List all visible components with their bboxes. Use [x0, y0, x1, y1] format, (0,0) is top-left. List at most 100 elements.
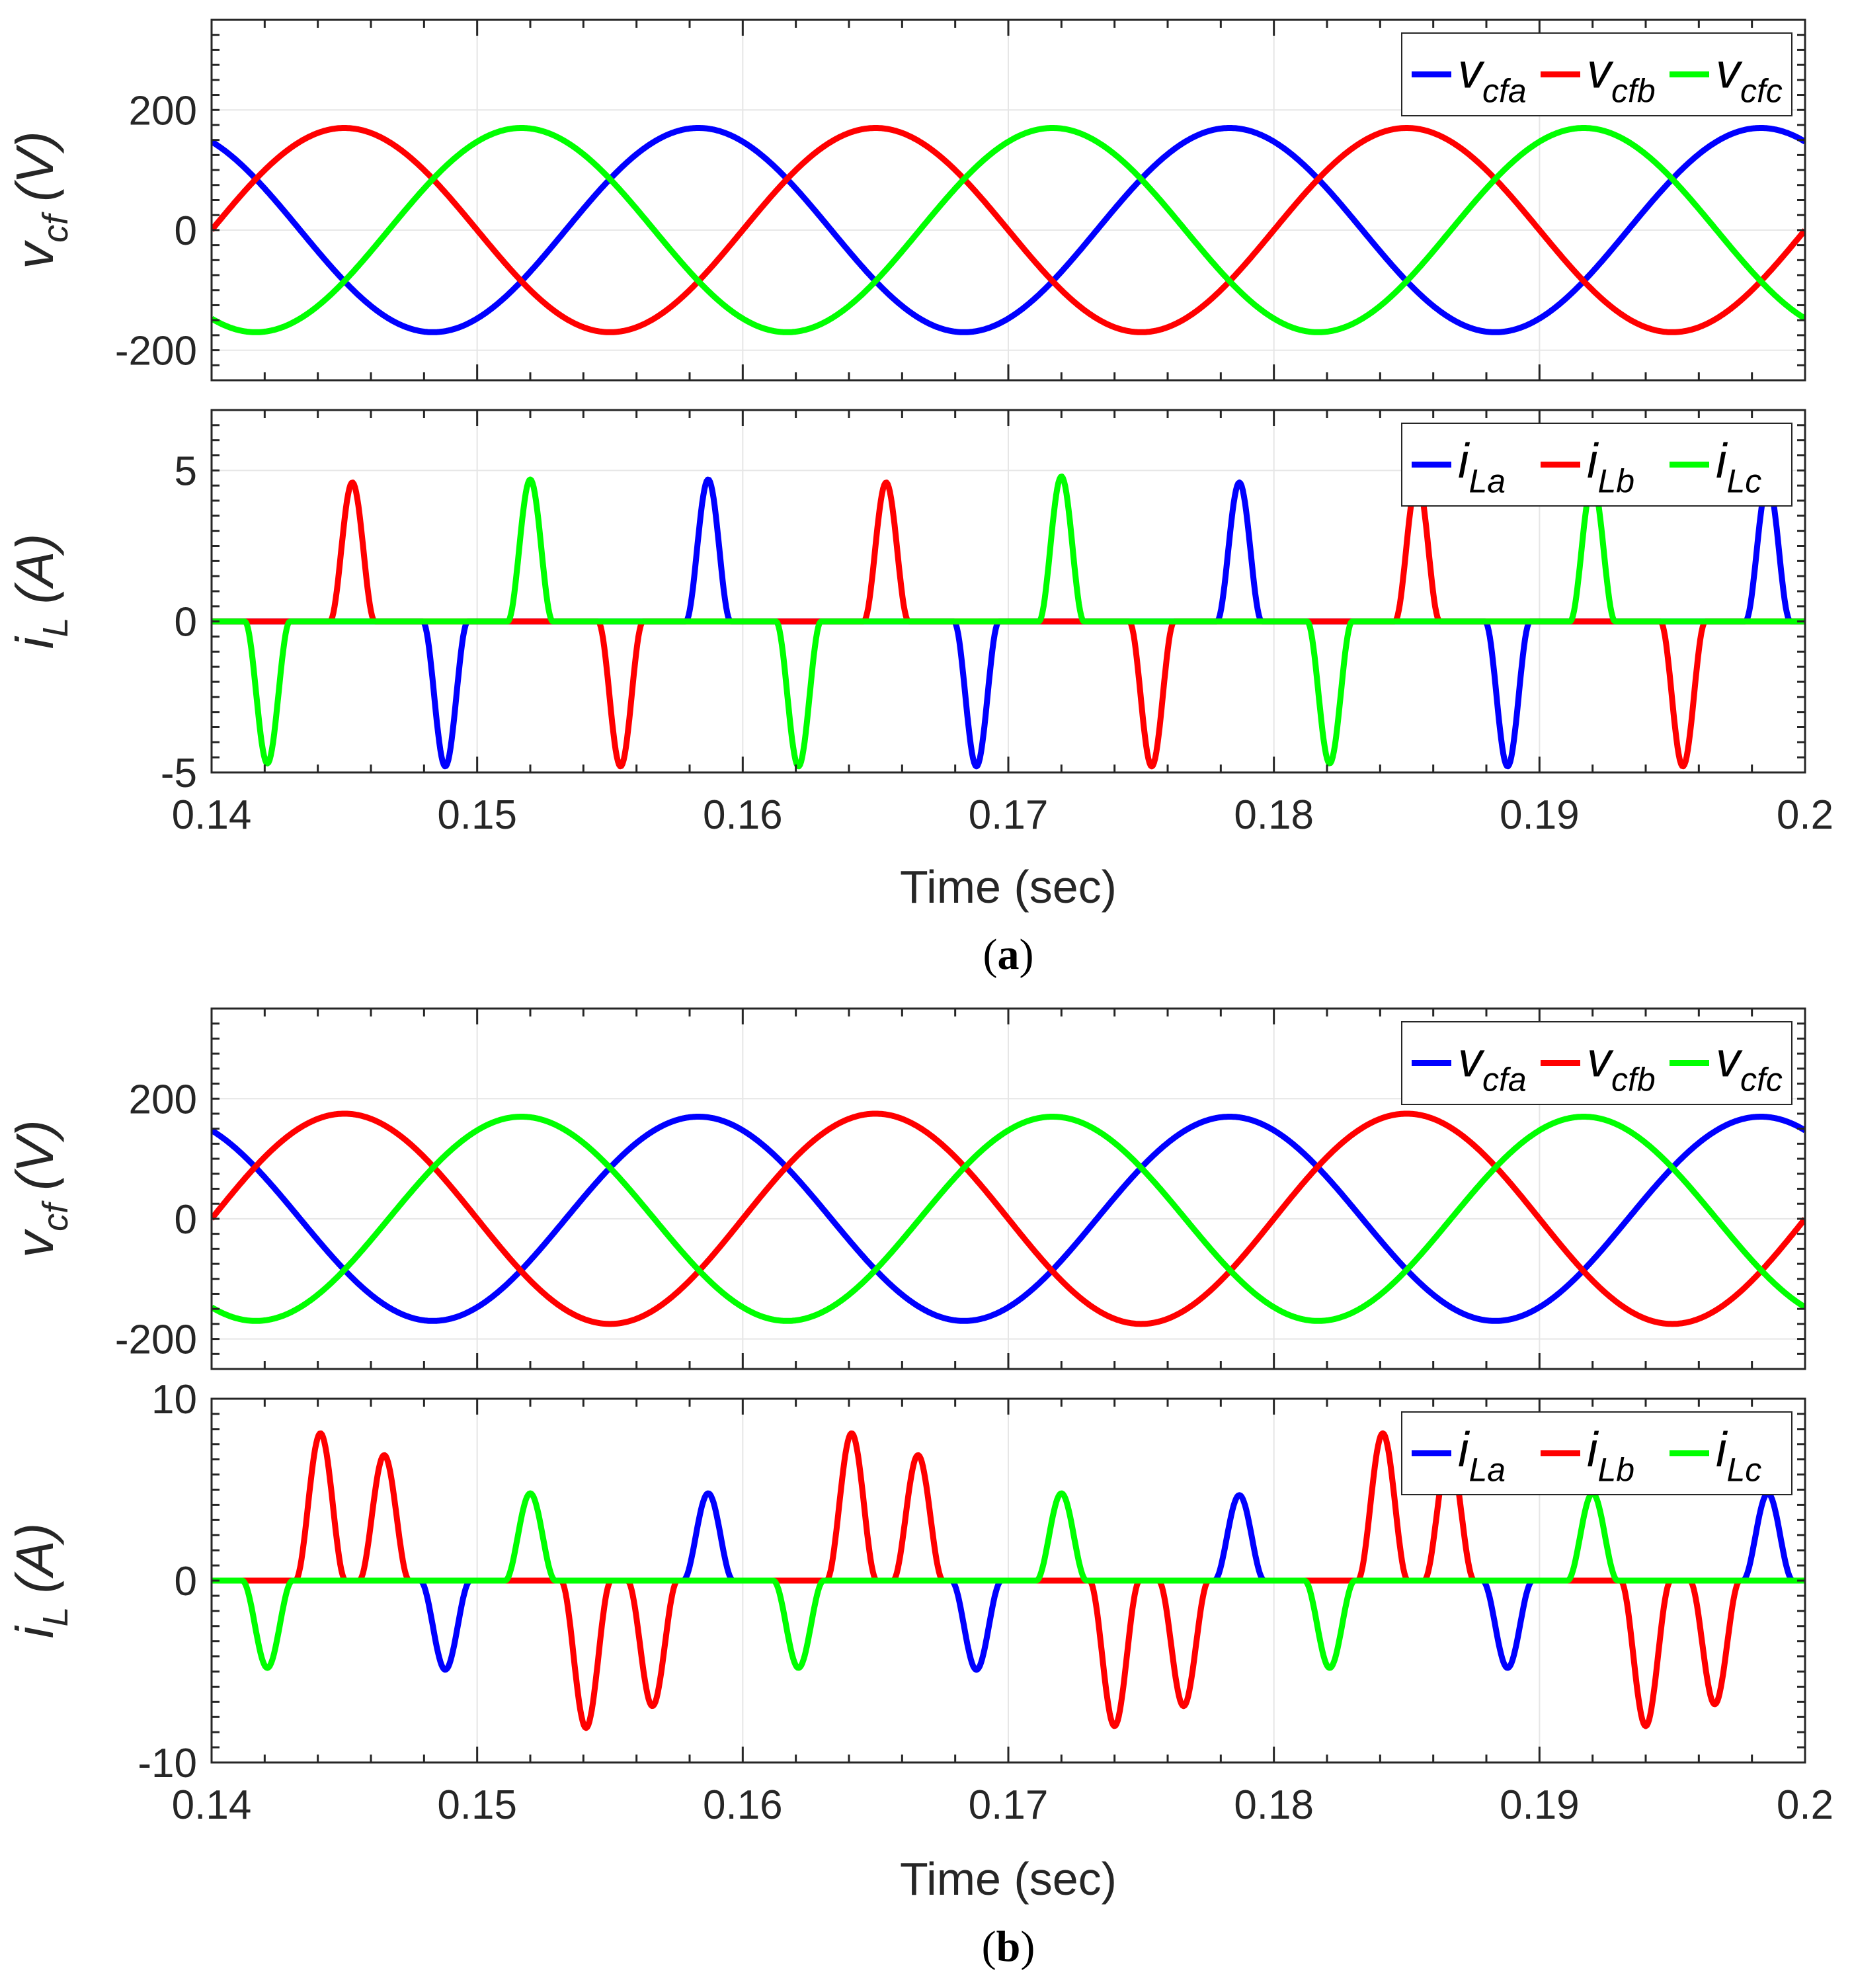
series-line-v_cfc	[212, 1114, 1805, 1324]
legend-label-sub: cfb	[1611, 1061, 1656, 1098]
legend-label-sub: La	[1469, 1452, 1506, 1489]
x-axis-label: Time (sec)	[900, 861, 1117, 913]
x-tick-label: 0.19	[1500, 1782, 1580, 1828]
legend-label-i_La: iLa	[1458, 434, 1506, 500]
legend-label-i_Lb: iLb	[1587, 434, 1634, 500]
series-line-i_Lc	[212, 474, 1805, 770]
x-tick-label: 0.14	[172, 1782, 252, 1828]
legend-label-i_Lb: iLb	[1587, 1423, 1634, 1489]
y-tick-label: 200	[129, 88, 197, 134]
x-tick-label: 0.15	[437, 1782, 517, 1828]
legend-label-sub: cfa	[1482, 73, 1527, 110]
caption-letter: b	[996, 1923, 1021, 1971]
legend-label-sub: cfc	[1740, 1061, 1783, 1098]
legend-label-main: i	[1458, 434, 1470, 489]
series-line-v_cfb	[212, 125, 1805, 335]
legend: vcfa vcfb vcfc	[1401, 1021, 1792, 1105]
y-axis-label: iL (A)	[5, 1523, 75, 1638]
legend: iLa iLb iLc	[1401, 423, 1792, 507]
caption-open: (	[982, 1923, 996, 1971]
legend-label-v_cfc: vcfc	[1716, 44, 1783, 110]
y-tick-label: 5	[175, 448, 197, 494]
legend-label-i_La: iLa	[1458, 1423, 1506, 1489]
y-tick-label: -5	[161, 751, 197, 796]
legend-box	[1401, 32, 1792, 116]
legend-label-v_cfc: vcfc	[1716, 1032, 1783, 1098]
x-tick-label: 0.14	[172, 792, 252, 838]
x-tick-label: 0.17	[969, 1782, 1049, 1828]
y-axis-label-unit: (V)	[5, 1120, 64, 1190]
x-tick-label: 0.18	[1234, 792, 1314, 838]
legend-label-i_Lc: iLc	[1716, 434, 1761, 500]
y-axis-label-main: v	[5, 1229, 64, 1258]
x-tick-label: 0.2	[1777, 1782, 1833, 1828]
legend-label-main: v	[1458, 1032, 1485, 1087]
caption-close: )	[1020, 931, 1034, 979]
x-axis-label: Time (sec)	[900, 1853, 1117, 1905]
legend-label-sub: cfa	[1482, 1061, 1527, 1098]
y-tick-label: 0	[175, 1559, 197, 1604]
x-tick-label: 0.15	[437, 792, 517, 838]
legend-label-main: v	[1716, 1032, 1743, 1087]
legend-label-sub: Lc	[1726, 1452, 1761, 1489]
legend-label-main: i	[1458, 1423, 1470, 1477]
series-line-i_Lc	[212, 1490, 1805, 1671]
y-tick-label: 0	[175, 208, 197, 254]
legend-box	[1401, 1411, 1792, 1495]
legend-label-main: v	[1587, 1032, 1614, 1087]
legend-box	[1401, 423, 1792, 507]
x-tick-label: 0.16	[703, 792, 783, 838]
legend-label-main: v	[1458, 44, 1485, 99]
series-line-v_cfa	[212, 1114, 1805, 1324]
legend-label-sub: cfc	[1740, 73, 1783, 110]
series-line-v_cfa	[212, 125, 1805, 335]
legend-box	[1401, 1021, 1792, 1105]
y-axis-label-main: i	[5, 636, 64, 649]
series-line-v_cfc	[212, 125, 1805, 335]
legend-label-sub: La	[1469, 463, 1506, 500]
x-tick-label: 0.16	[703, 1782, 783, 1828]
y-tick-label: 10	[151, 1377, 197, 1423]
y-tick-label: 0	[175, 1197, 197, 1243]
legend-label-main: i	[1587, 1423, 1599, 1477]
caption-close: )	[1020, 1923, 1035, 1971]
legend-label-sub: cfb	[1611, 73, 1656, 110]
caption-letter: a	[998, 931, 1020, 979]
y-axis-label-unit: (V)	[5, 131, 64, 202]
legend-label-i_Lc: iLc	[1716, 1423, 1761, 1489]
legend-label-sub: Lb	[1597, 1452, 1634, 1489]
y-tick-label: -200	[115, 1317, 197, 1363]
caption-open: (	[983, 931, 998, 979]
y-axis-label-unit: (A)	[5, 1523, 64, 1594]
x-tick-label: 0.18	[1234, 1782, 1314, 1828]
legend-label-main: i	[1587, 434, 1599, 489]
y-tick-label: -10	[138, 1741, 197, 1786]
legend-label-main: v	[1716, 44, 1743, 99]
y-axis-label-sub: cf	[36, 212, 75, 243]
x-tick-label: 0.2	[1777, 792, 1833, 838]
legend-label-sub: Lb	[1597, 463, 1634, 500]
caption-a: (a)	[983, 931, 1034, 979]
legend-label-v_cfa: vcfa	[1458, 1032, 1527, 1098]
panel-b-bottom: -10 0 10 iL(A) 0.14 0.15 0.16 0.17 0.18 0.19 0.2 Ti…	[5, 1377, 1833, 1905]
x-tick-label: 0.17	[969, 792, 1049, 838]
y-tick-label: 0	[175, 600, 197, 645]
y-axis-label-sub: cf	[36, 1200, 75, 1231]
y-axis-label-sub: L	[36, 617, 75, 637]
legend-label-main: i	[1716, 434, 1728, 489]
legend-label-v_cfa: vcfa	[1458, 44, 1527, 110]
legend-label-v_cfb: vcfb	[1587, 44, 1656, 110]
series-line-v_cfb	[212, 1110, 1805, 1327]
y-axis-label: vcf (V)	[5, 131, 75, 269]
legend-label-main: v	[1587, 44, 1614, 99]
y-tick-label: 200	[129, 1077, 197, 1122]
y-axis-label-main: v	[5, 240, 64, 269]
y-axis-label-unit: (A)	[5, 534, 64, 604]
y-tick-label: -200	[115, 329, 197, 374]
legend-label-main: i	[1716, 1423, 1728, 1477]
y-axis-label: iL (A)	[5, 534, 75, 649]
